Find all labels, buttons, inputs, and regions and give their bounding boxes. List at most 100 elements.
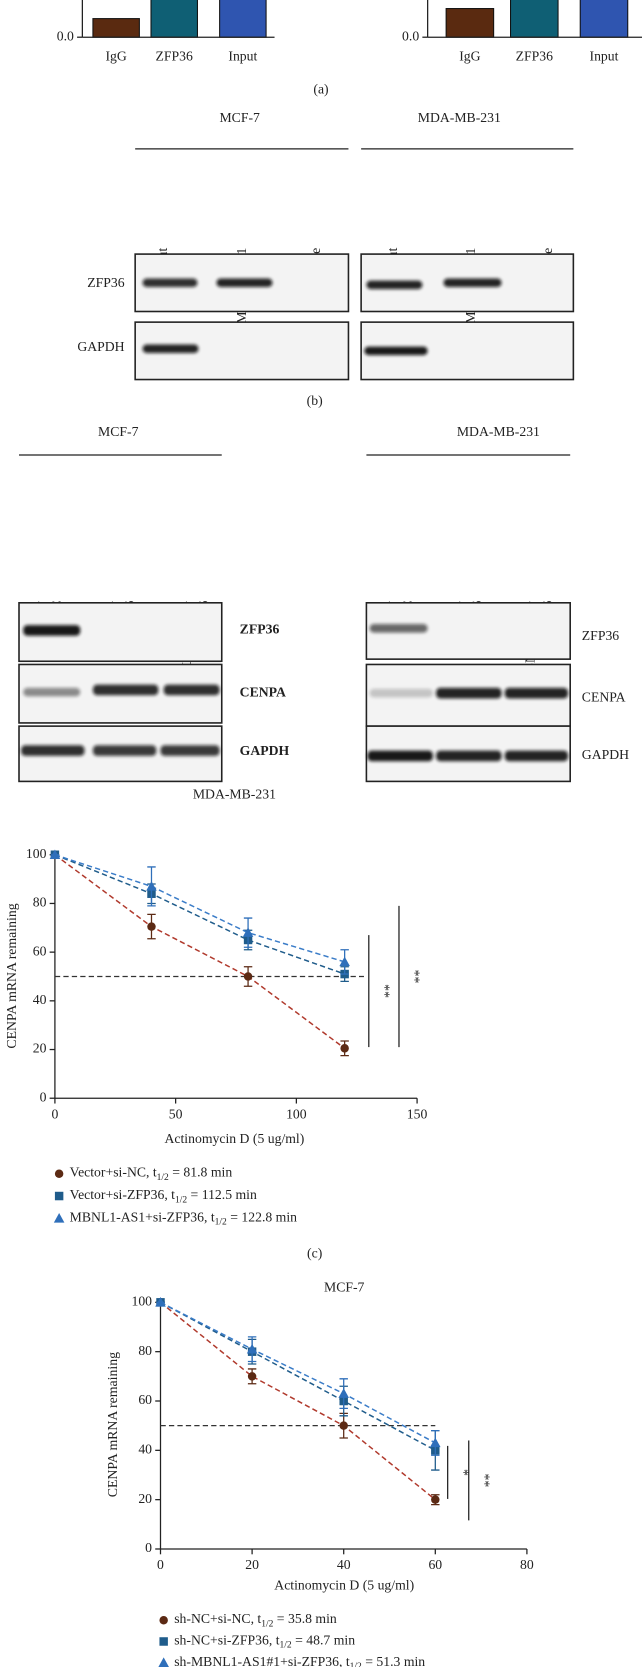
data-point (155, 1297, 166, 1307)
legend-marker (159, 1615, 168, 1625)
legend-entry: sh-MBNL1-AS1#1+si-ZFP36, t1/2 = 51.3 min (174, 1654, 425, 1667)
chart-title: MDA-MB-231 (193, 786, 276, 801)
row-label: GAPDH (582, 747, 629, 762)
blot-band (92, 684, 159, 696)
x-tick-label: Input (590, 49, 619, 64)
y-tick-label: 100 (26, 846, 47, 861)
legend-text: = 51.3 min (362, 1654, 425, 1667)
legend-marker (54, 1191, 64, 1201)
x-tick-label: 0 (157, 1557, 164, 1572)
legend-text: , t (146, 1165, 157, 1180)
legend-name: Vector+si-ZFP36 (70, 1187, 165, 1202)
data-point (243, 972, 253, 981)
y-tick-label: 0 (145, 1540, 152, 1555)
y-tick-label: 20 (33, 1041, 47, 1056)
significance-label: ** (408, 970, 423, 984)
x-tick-label: 100 (286, 1106, 307, 1121)
chart-title: MCF-7 (324, 1280, 365, 1295)
y-tick-label: 60 (33, 943, 47, 958)
significance-label: * (456, 1469, 471, 1476)
row-label: GAPDH (240, 743, 290, 758)
x-tick-label: 80 (520, 1557, 534, 1572)
legend-entry: MBNL1-AS1+si-ZFP36, t1/2 = 122.8 min (70, 1209, 297, 1227)
x-tick-label: IgG (105, 49, 126, 64)
x-tick-label: Input (228, 49, 257, 64)
y-tick-label: 0.0 (57, 28, 74, 43)
data-point (339, 1421, 348, 1430)
y-tick-label: 100 (131, 1293, 152, 1308)
x-tick-label: ZFP36 (156, 49, 193, 64)
row-label: CENPA (240, 684, 286, 699)
blot-band (369, 624, 428, 633)
legend-text: = 35.8 min (273, 1611, 336, 1626)
data-point (49, 849, 61, 860)
data-point (431, 1495, 440, 1504)
row-label: ZFP36 (87, 275, 124, 290)
data-point (147, 922, 156, 931)
cell-line-label: MDA-MB-231 (457, 424, 540, 439)
x-tick-label: 50 (169, 1106, 183, 1121)
blot-band (504, 687, 569, 699)
legend-entry: Vector+si-NC, t1/2 = 81.8 min (70, 1165, 233, 1183)
series-line (160, 1301, 436, 1444)
bar (579, 0, 629, 38)
data-point (146, 881, 157, 891)
x-tick-label: 0 (51, 1106, 58, 1121)
blot-band (160, 745, 220, 756)
series-line (54, 854, 346, 1049)
legend-text: , t (251, 1611, 262, 1626)
blot-band (504, 750, 569, 762)
data-point (242, 927, 254, 937)
legend-name: sh-NC+si-ZFP36 (174, 1633, 269, 1648)
significance-label: ** (477, 1474, 492, 1488)
blot-band (364, 346, 428, 356)
panel-label: (c) (307, 1246, 322, 1262)
series-line (54, 854, 345, 975)
y-axis-label: CENPA mRNA remaining (105, 1352, 120, 1497)
y-tick-label: 60 (138, 1392, 152, 1407)
row-label: ZFP36 (582, 628, 619, 643)
cell-line-label: MDA-MB-231 (418, 110, 501, 125)
blot-band (142, 278, 198, 288)
legend-marker (158, 1657, 169, 1667)
legend-text: = 112.5 min (187, 1187, 257, 1202)
blot-band (443, 278, 502, 288)
legend-marker (159, 1637, 168, 1646)
legend-subscript: 1/2 (261, 1620, 273, 1630)
data-point (430, 1437, 441, 1448)
blot-band (92, 745, 157, 756)
panel-label: (a) (313, 81, 328, 97)
blot-band (142, 344, 199, 353)
x-tick-label: IgG (459, 49, 480, 64)
x-axis-label: Actinomycin D (5 ug/ml) (164, 1131, 304, 1147)
series-line (54, 854, 345, 963)
legend-entry: sh-NC+si-NC, t1/2 = 35.8 min (174, 1611, 337, 1629)
legend-name: MBNL1-AS1+si-ZFP36 (70, 1209, 204, 1224)
blot-band (369, 688, 433, 698)
blot-band (436, 750, 502, 762)
legend-subscript: 1/2 (215, 1218, 227, 1228)
blot-band (21, 745, 85, 756)
y-tick-label: 40 (33, 992, 47, 1007)
panel-label: (b) (307, 393, 323, 409)
x-tick-label: ZFP36 (516, 49, 553, 64)
bar (150, 0, 198, 38)
y-tick-label: 80 (33, 895, 47, 910)
legend-marker (54, 1169, 64, 1178)
legend-subscript: 1/2 (350, 1662, 362, 1667)
cell-line-label: MCF-7 (98, 424, 139, 439)
legend-text: = 81.8 min (169, 1165, 232, 1180)
legend-name: Vector+si-NC (70, 1165, 146, 1180)
x-tick-label: 150 (407, 1106, 428, 1121)
legend-entry: sh-NC+si-ZFP36, t1/2 = 48.7 min (174, 1633, 355, 1651)
blot-band (366, 280, 423, 290)
x-tick-label: 40 (337, 1557, 351, 1572)
legend-name: sh-MBNL1-AS1#1+si-ZFP36 (174, 1654, 339, 1667)
significance-label: ** (377, 984, 392, 998)
legend-text: = 48.7 min (292, 1633, 355, 1648)
bar (92, 18, 140, 38)
blot-band (367, 750, 433, 762)
data-point (340, 1044, 349, 1053)
